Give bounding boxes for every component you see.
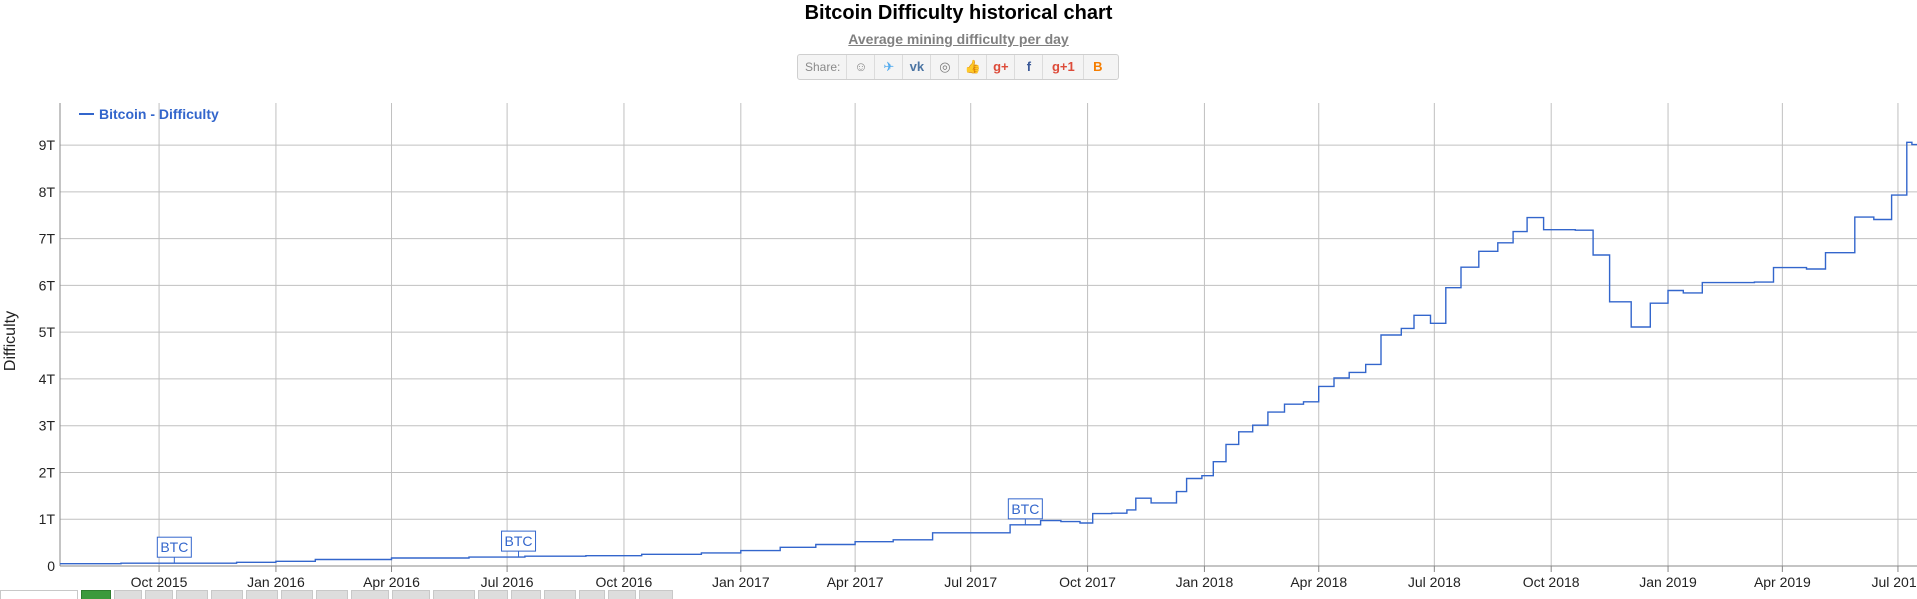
share-label: Share: — [798, 55, 848, 79]
range-selector-strip — [0, 590, 676, 599]
annotation-layer: BTC BTC BTC — [156, 498, 1043, 564]
x-tick-label: Jan 2016 — [247, 574, 305, 590]
vk-icon[interactable]: vk — [903, 55, 932, 79]
y-tick-label: 9T — [39, 137, 56, 153]
x-tick-label: Oct 2016 — [596, 574, 653, 590]
flag-label[interactable]: BTC — [1011, 501, 1039, 517]
y-tick-label: 8T — [39, 184, 56, 200]
flag-box[interactable] — [156, 536, 192, 558]
facebook-icon[interactable]: f — [1015, 55, 1044, 79]
y-tick-label: 6T — [39, 277, 56, 293]
y-tick-label: 7T — [39, 231, 56, 247]
x-tick-label: Oct 2017 — [1059, 574, 1116, 590]
blogger-icon[interactable]: B — [1093, 59, 1103, 74]
x-tick-label: Jul 2016 — [481, 574, 534, 590]
x-tick-label: Apr 2018 — [1290, 574, 1347, 590]
range-button[interactable] — [316, 590, 348, 599]
range-button[interactable] — [281, 590, 313, 599]
range-button[interactable] — [478, 590, 508, 599]
x-tick-label: Jul 2017 — [944, 574, 997, 590]
weibo-icon[interactable]: ◎ — [931, 55, 960, 79]
range-button[interactable] — [392, 590, 430, 599]
range-button[interactable] — [246, 590, 278, 599]
y-tick-label: 5T — [39, 324, 56, 340]
x-tick-label: Jan 2018 — [1176, 574, 1234, 590]
flag-label[interactable]: BTC — [505, 533, 533, 549]
google-plus-one-icon[interactable]: g+1 — [1043, 55, 1085, 79]
y-tick-label: 4T — [39, 371, 56, 387]
flag-box[interactable] — [1007, 498, 1043, 520]
reddit-icon[interactable]: ☺ — [847, 55, 876, 79]
range-button[interactable] — [608, 590, 636, 599]
google-plus-icon[interactable]: g+ — [987, 55, 1016, 79]
range-button-active[interactable] — [81, 590, 111, 599]
x-tick-label: Apr 2016 — [363, 574, 420, 590]
series-layer — [60, 141, 1917, 565]
y-tick-label: 0 — [47, 558, 55, 574]
flag-label[interactable]: BTC — [160, 539, 188, 555]
chart-subtitle[interactable]: Average mining difficulty per day — [848, 31, 1069, 47]
range-button[interactable] — [433, 590, 475, 599]
difficulty-series-line — [60, 141, 1917, 565]
legend[interactable]: Bitcoin - Difficulty — [79, 106, 219, 122]
y-tick-label: 3T — [39, 418, 56, 434]
x-tick-label: Jan 2017 — [712, 574, 770, 590]
x-tick-label: Jan 2019 — [1639, 574, 1697, 590]
range-button[interactable] — [211, 590, 243, 599]
range-input[interactable] — [0, 590, 78, 599]
x-tick-label: Apr 2019 — [1754, 574, 1811, 590]
range-button[interactable] — [579, 590, 605, 599]
chart-title: Bitcoin Difficulty historical chart — [804, 2, 1113, 24]
y-tick-label: 1T — [39, 511, 56, 527]
range-button[interactable] — [351, 590, 389, 599]
axes: 0 1T 2T 3T 4T 5T 6T 7T 8T 9T Oct 2015 Jan 2016 Apr 2… — [39, 103, 1917, 590]
x-tick-label: Jul 2019 — [1871, 574, 1917, 590]
range-button[interactable] — [544, 590, 576, 599]
flag-box[interactable] — [501, 530, 537, 552]
x-tick-label: Apr 2017 — [827, 574, 884, 590]
range-button[interactable] — [114, 590, 142, 599]
y-tick-label: 2T — [39, 464, 56, 480]
grid-lines — [60, 103, 1917, 567]
share-toolbar: Share: ☺ ✈ vk ◎ 👍 g+ f g+1 B — [797, 54, 1119, 80]
x-tick-label: Oct 2015 — [131, 574, 188, 590]
legend-label[interactable]: Bitcoin - Difficulty — [99, 106, 219, 122]
x-tick-label: Oct 2018 — [1523, 574, 1580, 590]
range-button[interactable] — [145, 590, 173, 599]
range-button[interactable] — [511, 590, 541, 599]
range-button[interactable] — [639, 590, 673, 599]
like-icon[interactable]: 👍 — [959, 55, 988, 79]
twitter-icon[interactable]: ✈ — [875, 55, 904, 79]
x-tick-label: Jul 2018 — [1408, 574, 1461, 590]
range-button[interactable] — [176, 590, 208, 599]
